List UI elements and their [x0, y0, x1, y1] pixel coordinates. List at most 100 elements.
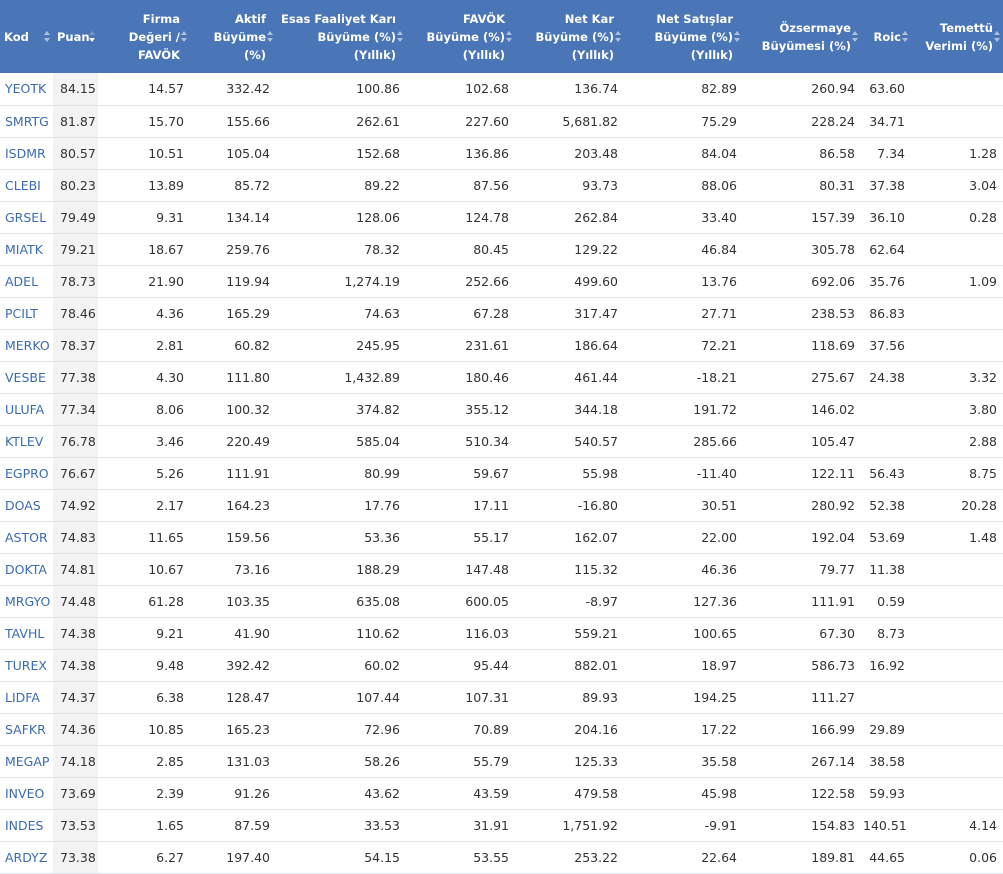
cell-temettu: [911, 649, 1003, 681]
column-header-puan[interactable]: Puan: [53, 0, 98, 73]
cell-ozsermaye: 586.73: [743, 649, 861, 681]
stock-code-link[interactable]: DOKTA: [0, 553, 53, 585]
stock-code-link[interactable]: PCILT: [0, 297, 53, 329]
cell-netkar: 55.98: [515, 457, 624, 489]
column-header-satis[interactable]: Net Satışlar Büyüme (%) (Yıllık): [624, 0, 743, 73]
sort-arrows-icon[interactable]: [994, 31, 1000, 43]
stock-code-link[interactable]: SAFKR: [0, 713, 53, 745]
cell-efk: 74.63: [276, 297, 406, 329]
cell-favok: 53.55: [406, 841, 515, 873]
cell-puan: 73.38: [53, 841, 98, 873]
cell-roic: 16.92: [861, 649, 911, 681]
stock-code-link[interactable]: LIDFA: [0, 681, 53, 713]
sort-arrows-icon[interactable]: [734, 31, 740, 43]
sort-arrows-icon[interactable]: [44, 31, 50, 43]
cell-ozsermaye: 238.53: [743, 297, 861, 329]
stock-code-link[interactable]: INDES: [0, 809, 53, 841]
cell-roic: 56.43: [861, 457, 911, 489]
cell-satis: 22.00: [624, 521, 743, 553]
cell-fd_favok: 2.17: [98, 489, 190, 521]
column-header-fd_favok[interactable]: Firma Değeri / FAVÖK: [98, 0, 190, 73]
cell-efk: 128.06: [276, 201, 406, 233]
cell-favok: 55.79: [406, 745, 515, 777]
cell-netkar: 344.18: [515, 393, 624, 425]
cell-netkar: 540.57: [515, 425, 624, 457]
cell-roic: 34.71: [861, 105, 911, 137]
cell-roic: 35.76: [861, 265, 911, 297]
cell-efk: 374.82: [276, 393, 406, 425]
cell-favok: 59.67: [406, 457, 515, 489]
stock-code-link[interactable]: TUREX: [0, 649, 53, 681]
stock-code-link[interactable]: ASTOR: [0, 521, 53, 553]
cell-efk: 60.02: [276, 649, 406, 681]
stock-code-link[interactable]: YEOTK: [0, 73, 53, 105]
cell-fd_favok: 11.65: [98, 521, 190, 553]
cell-roic: 29.89: [861, 713, 911, 745]
stock-code-link[interactable]: ARDYZ: [0, 841, 53, 873]
cell-efk: 1,432.89: [276, 361, 406, 393]
stock-code-link[interactable]: EGPRO: [0, 457, 53, 489]
cell-aktif: 392.42: [190, 649, 276, 681]
column-header-efk[interactable]: Esas Faaliyet Karı Büyüme (%) (Yıllık): [276, 0, 406, 73]
cell-favok: 17.11: [406, 489, 515, 521]
cell-roic: 36.10: [861, 201, 911, 233]
sort-arrows-icon[interactable]: [89, 31, 95, 43]
sort-arrows-icon[interactable]: [852, 31, 858, 43]
cell-satis: 13.76: [624, 265, 743, 297]
cell-fd_favok: 15.70: [98, 105, 190, 137]
column-header-kod[interactable]: Kod: [0, 0, 53, 73]
sort-arrows-icon[interactable]: [397, 31, 403, 43]
stock-code-link[interactable]: GRSEL: [0, 201, 53, 233]
sort-arrows-icon[interactable]: [506, 31, 512, 43]
cell-ozsermaye: 105.47: [743, 425, 861, 457]
cell-satis: -9.91: [624, 809, 743, 841]
cell-temettu: 20.28: [911, 489, 1003, 521]
sort-arrows-icon[interactable]: [181, 31, 187, 43]
stock-code-link[interactable]: MRGYO: [0, 585, 53, 617]
column-header-temettu[interactable]: Temettü Verimi (%): [911, 0, 1003, 73]
cell-satis: 72.21: [624, 329, 743, 361]
stock-code-link[interactable]: CLEBI: [0, 169, 53, 201]
cell-ozsermaye: 122.11: [743, 457, 861, 489]
column-header-aktif[interactable]: Aktif Büyüme (%): [190, 0, 276, 73]
cell-roic: 7.34: [861, 137, 911, 169]
stock-code-link[interactable]: INVEO: [0, 777, 53, 809]
stock-code-link[interactable]: MERKO: [0, 329, 53, 361]
cell-fd_favok: 2.81: [98, 329, 190, 361]
stock-code-link[interactable]: DOAS: [0, 489, 53, 521]
cell-temettu: [911, 777, 1003, 809]
cell-puan: 77.38: [53, 361, 98, 393]
stock-code-link[interactable]: KTLEV: [0, 425, 53, 457]
stock-code-link[interactable]: MEGAP: [0, 745, 53, 777]
cell-fd_favok: 21.90: [98, 265, 190, 297]
stock-code-link[interactable]: VESBE: [0, 361, 53, 393]
cell-favok: 600.05: [406, 585, 515, 617]
cell-aktif: 165.29: [190, 297, 276, 329]
cell-roic: 0.59: [861, 585, 911, 617]
cell-ozsermaye: 692.06: [743, 265, 861, 297]
cell-satis: 82.89: [624, 73, 743, 105]
cell-netkar: 5,681.82: [515, 105, 624, 137]
column-header-roic[interactable]: Roic: [861, 0, 911, 73]
cell-satis: 35.58: [624, 745, 743, 777]
column-header-netkar[interactable]: Net Kar Büyüme (%) (Yıllık): [515, 0, 624, 73]
column-header-favok[interactable]: FAVÖK Büyüme (%) (Yıllık): [406, 0, 515, 73]
stock-code-link[interactable]: ADEL: [0, 265, 53, 297]
cell-roic: 62.64: [861, 233, 911, 265]
table-row: VESBE 77.38 4.30 111.80 1,432.89 180.46 461.44…: [0, 361, 1003, 393]
cell-efk: 245.95: [276, 329, 406, 361]
cell-netkar: 89.93: [515, 681, 624, 713]
stock-code-link[interactable]: ULUFA: [0, 393, 53, 425]
column-header-ozsermaye[interactable]: Özsermaye Büyümesi (%): [743, 0, 861, 73]
table-row: ADEL 78.73 21.90 119.94 1,274.19 252.66 499.60…: [0, 265, 1003, 297]
cell-roic: 86.83: [861, 297, 911, 329]
cell-puan: 74.36: [53, 713, 98, 745]
sort-arrows-icon[interactable]: [267, 31, 273, 43]
stock-code-link[interactable]: SMRTG: [0, 105, 53, 137]
stock-code-link[interactable]: MIATK: [0, 233, 53, 265]
sort-arrows-icon[interactable]: [615, 31, 621, 43]
sort-arrows-icon[interactable]: [902, 31, 908, 43]
stock-code-link[interactable]: TAVHL: [0, 617, 53, 649]
stock-code-link[interactable]: ISDMR: [0, 137, 53, 169]
cell-netkar: 1,751.92: [515, 809, 624, 841]
